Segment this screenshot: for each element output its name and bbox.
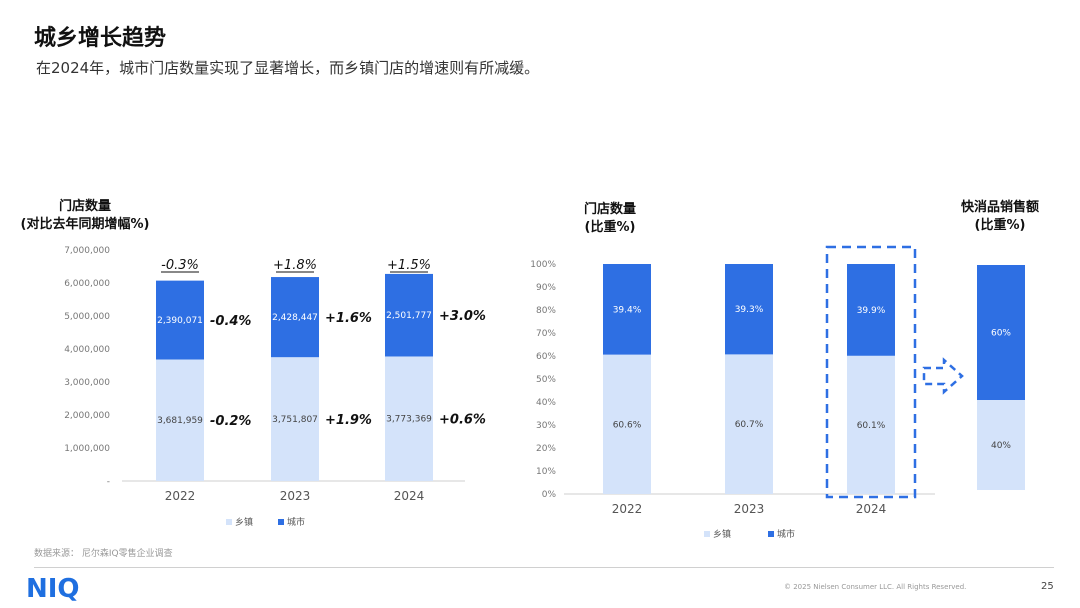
chart2-x-tick-label: 2023 (734, 502, 765, 516)
chart1-ytick-label: 1,000,000 (64, 444, 110, 454)
chart2-rural-value-label: 60.6% (613, 420, 642, 430)
chart1-title-line1: 门店数量 (58, 199, 111, 214)
chart3-bar-rural (977, 400, 1025, 490)
chart2-bar-rural (603, 354, 651, 494)
chart1-bar-rural (271, 357, 319, 481)
chart1-urban-growth-label: +1.6% (325, 311, 372, 326)
chart1-total-growth-label: +1.8% (273, 258, 317, 273)
chart3-rural-value-label: 40% (991, 441, 1011, 451)
chart2-urban-value-label: 39.4% (613, 305, 642, 315)
chart2-ytick-label: 20% (536, 444, 556, 454)
copyright-text: © 2025 Nielsen Consumer LLC. All Rights … (784, 583, 967, 591)
chart1-title-line2: (对比去年同期增幅%) (20, 217, 150, 232)
chart1-bar-urban (271, 277, 319, 358)
chart2-bar-rural (847, 355, 895, 494)
chart2-title: 门店数量 (比重%) (560, 201, 660, 237)
chart2-legend-urban-swatch (768, 531, 774, 537)
chart1-rural-growth-label: +1.9% (325, 413, 372, 428)
chart1-ytick-label: - (107, 477, 110, 487)
chart1-rural-growth-label: +0.6% (439, 413, 486, 428)
chart3-bar-urban (977, 265, 1025, 400)
chart1-ytick-label: 6,000,000 (64, 279, 110, 289)
data-source-note: 数据来源： 尼尔森IQ零售企业调查 (34, 549, 173, 559)
chart1-total-growth-label: -0.3% (161, 258, 199, 273)
chart1-urban-value-label: 2,428,447 (272, 313, 318, 323)
chart2-rural-value-label: 60.7% (735, 420, 764, 430)
chart3-title: 快消品销售额 (比重%) (940, 199, 1060, 235)
chart2-ytick-label: 30% (536, 421, 556, 431)
chart1-urban-growth-label: -0.4% (210, 314, 251, 329)
chart2-legend-rural-label: 乡镇 (713, 528, 731, 540)
chart1-legend-rural-swatch (226, 519, 232, 525)
chart2-ytick-label: 0% (542, 490, 557, 500)
page-title: 城乡增长趋势 (34, 26, 167, 51)
chart2-ytick-label: 60% (536, 352, 556, 362)
chart2-ytick-label: 70% (536, 329, 556, 339)
chart2-legend-urban-label: 城市 (777, 528, 795, 540)
chart1-rural-value-label: 3,773,369 (386, 415, 432, 425)
chart1-bar-rural (156, 359, 204, 481)
chart1-rural-value-label: 3,751,807 (272, 415, 318, 425)
footer-divider (34, 567, 1054, 568)
chart1-title: 门店数量 (对比去年同期增幅%) (0, 198, 170, 234)
chart2-x-tick-label: 2024 (856, 502, 887, 516)
chart2-ytick-label: 80% (536, 306, 556, 316)
chart2-ytick-label: 100% (530, 260, 556, 270)
niq-logo: NIQ (26, 574, 80, 604)
chart2-highlight-box (825, 245, 917, 499)
chart1-x-tick-label: 2024 (394, 489, 425, 503)
chart1-bar-rural (385, 356, 433, 481)
chart1-ytick-label: 5,000,000 (64, 312, 110, 322)
chart1-ytick-label: 2,000,000 (64, 411, 110, 421)
chart2-ytick-label: 40% (536, 398, 556, 408)
chart1-legend-rural-label: 乡镇 (235, 516, 253, 528)
chart1-ytick-label: 3,000,000 (64, 378, 110, 388)
chart1-x-tick-label: 2022 (165, 489, 196, 503)
chart2-ytick-label: 50% (536, 375, 556, 385)
chart1-legend-urban-label: 城市 (287, 516, 305, 528)
chart2-rural-value-label: 60.1% (857, 421, 886, 431)
chart2-title-line2: (比重%) (584, 220, 636, 235)
chart2-ytick-label: 10% (536, 467, 556, 477)
chart1-ytick-label: 4,000,000 (64, 345, 110, 355)
chart1-urban-value-label: 2,501,777 (386, 311, 432, 321)
chart1-rural-growth-label: -0.2% (210, 414, 251, 429)
chart2-bar-rural (725, 354, 773, 494)
chart3-title-line1: 快消品销售额 (960, 200, 1039, 215)
dashed-arrow-icon (922, 357, 964, 395)
chart1-bar-urban (385, 273, 433, 357)
chart2-urban-value-label: 39.9% (857, 306, 886, 316)
page-subtitle: 在2024年，城市门店数量实现了显著增长，而乡镇门店的增速则有所减缓。 (36, 59, 540, 77)
chart2-bar-urban (847, 264, 895, 356)
chart1-ytick-label: 7,000,000 (64, 246, 110, 256)
chart3-title-line2: (比重%) (974, 218, 1026, 233)
chart1-bar-urban (156, 280, 204, 360)
page-number: 25 (1041, 581, 1054, 592)
chart2-bar-urban (603, 264, 651, 355)
chart1-x-tick-label: 2023 (280, 489, 311, 503)
chart2-title-line1: 门店数量 (583, 202, 636, 217)
chart2-legend-rural-swatch (704, 531, 710, 537)
chart2-bar-urban (725, 264, 773, 355)
chart2-x-tick-label: 2022 (612, 502, 643, 516)
chart1-total-growth-label: +1.5% (387, 258, 431, 273)
chart1-urban-growth-label: +3.0% (439, 309, 486, 324)
chart2-urban-value-label: 39.3% (735, 305, 764, 315)
chart2-ytick-label: 90% (536, 283, 556, 293)
chart1-urban-value-label: 2,390,071 (157, 316, 203, 326)
chart1-rural-value-label: 3,681,959 (157, 416, 203, 426)
chart1-legend-urban-swatch (278, 519, 284, 525)
chart3-urban-value-label: 60% (991, 329, 1011, 339)
